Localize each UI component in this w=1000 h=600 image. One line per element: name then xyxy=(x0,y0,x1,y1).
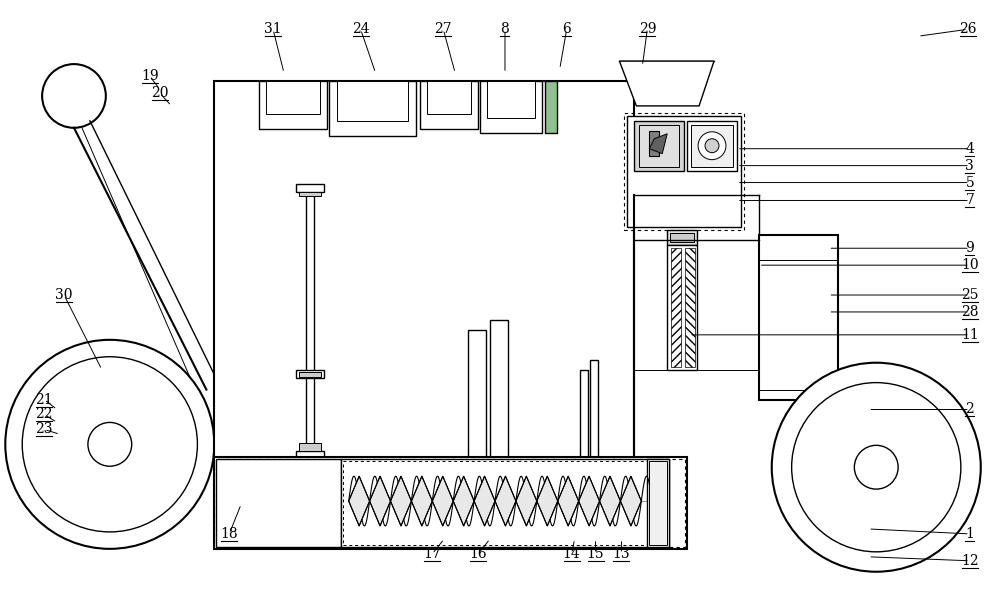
Bar xyxy=(590,360,598,459)
Circle shape xyxy=(772,363,981,572)
Bar xyxy=(259,81,327,129)
Polygon shape xyxy=(474,476,495,526)
Polygon shape xyxy=(579,476,600,526)
Text: 26: 26 xyxy=(959,22,977,36)
Bar xyxy=(687,121,737,170)
Text: 28: 28 xyxy=(961,305,979,319)
Bar xyxy=(627,116,741,227)
Circle shape xyxy=(22,357,197,532)
Text: 22: 22 xyxy=(35,407,53,421)
Bar xyxy=(329,81,416,136)
Polygon shape xyxy=(432,476,453,526)
Text: 8: 8 xyxy=(501,22,509,36)
Bar xyxy=(296,370,324,377)
Bar xyxy=(296,184,324,191)
Text: 15: 15 xyxy=(587,547,604,561)
Bar xyxy=(685,248,695,367)
Text: 14: 14 xyxy=(563,547,581,561)
Text: 13: 13 xyxy=(613,547,630,561)
Text: 25: 25 xyxy=(961,288,979,302)
Bar xyxy=(580,370,588,459)
Polygon shape xyxy=(619,61,714,106)
Bar xyxy=(667,230,697,245)
Text: 5: 5 xyxy=(965,176,974,190)
Bar xyxy=(670,233,694,242)
Bar xyxy=(667,245,697,370)
Bar xyxy=(427,81,471,114)
Circle shape xyxy=(42,64,106,128)
Text: 16: 16 xyxy=(469,547,487,561)
Text: 1: 1 xyxy=(965,527,974,541)
Bar xyxy=(341,459,669,547)
Bar xyxy=(634,121,684,170)
Bar xyxy=(487,81,535,118)
Text: 4: 4 xyxy=(965,142,974,156)
Text: 12: 12 xyxy=(961,554,979,568)
Text: 17: 17 xyxy=(423,547,441,561)
Circle shape xyxy=(698,132,726,160)
Text: 3: 3 xyxy=(965,158,974,173)
Bar xyxy=(490,320,508,459)
Bar xyxy=(480,81,542,133)
Text: 20: 20 xyxy=(151,86,168,100)
Polygon shape xyxy=(370,476,391,526)
Circle shape xyxy=(88,422,132,466)
Bar xyxy=(639,125,679,167)
Text: 10: 10 xyxy=(961,258,979,272)
Polygon shape xyxy=(391,476,411,526)
Polygon shape xyxy=(411,476,432,526)
Bar xyxy=(296,451,324,459)
Bar xyxy=(214,457,687,549)
Polygon shape xyxy=(649,131,659,155)
Bar xyxy=(299,371,321,377)
Text: 6: 6 xyxy=(562,22,571,36)
Text: 30: 30 xyxy=(55,288,73,302)
Bar xyxy=(624,113,744,230)
Bar xyxy=(306,185,314,454)
Circle shape xyxy=(5,340,214,549)
Bar xyxy=(337,81,408,121)
Text: 21: 21 xyxy=(35,392,53,407)
Polygon shape xyxy=(349,476,370,526)
Bar xyxy=(647,459,669,547)
Bar xyxy=(691,125,733,167)
Text: 31: 31 xyxy=(264,22,282,36)
Circle shape xyxy=(792,383,961,552)
Polygon shape xyxy=(600,476,620,526)
Bar xyxy=(468,330,486,459)
Text: 29: 29 xyxy=(639,22,656,36)
Polygon shape xyxy=(453,476,474,526)
Bar xyxy=(420,81,478,129)
Polygon shape xyxy=(620,476,641,526)
Text: 27: 27 xyxy=(434,22,452,36)
Polygon shape xyxy=(516,476,537,526)
Text: 9: 9 xyxy=(965,241,974,255)
Bar xyxy=(299,443,321,451)
Polygon shape xyxy=(495,476,516,526)
Text: 24: 24 xyxy=(352,22,369,36)
Polygon shape xyxy=(649,134,667,154)
Bar xyxy=(671,248,681,367)
Bar xyxy=(216,459,341,547)
Bar xyxy=(545,81,557,133)
Bar xyxy=(649,461,667,545)
Text: 18: 18 xyxy=(220,527,238,541)
Text: 23: 23 xyxy=(35,422,53,436)
Bar xyxy=(299,191,321,196)
Text: 7: 7 xyxy=(965,193,974,208)
Circle shape xyxy=(705,139,719,152)
Circle shape xyxy=(854,445,898,489)
Bar xyxy=(759,235,838,400)
Text: 19: 19 xyxy=(141,69,158,83)
Bar xyxy=(266,81,320,114)
Text: 11: 11 xyxy=(961,328,979,342)
Bar xyxy=(343,461,667,545)
Polygon shape xyxy=(558,476,579,526)
Text: 2: 2 xyxy=(965,403,974,416)
Polygon shape xyxy=(537,476,558,526)
Bar xyxy=(216,459,685,547)
Bar xyxy=(214,81,634,459)
